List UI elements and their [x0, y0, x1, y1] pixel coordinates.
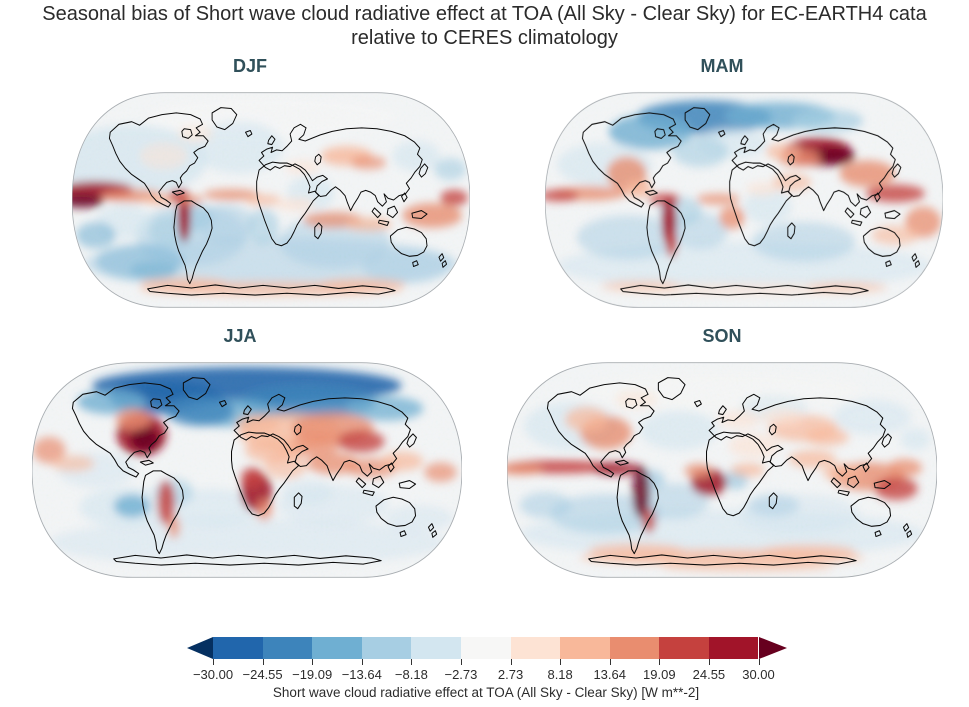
map-jja [32, 360, 462, 580]
colorbar-tick-label: −24.55 [242, 667, 283, 682]
colorbar-segment [361, 637, 412, 659]
colorbar: −30.00 −24.55 −19.09 −13.64 −8.18 −2.73 2.73 8.… [187, 637, 787, 707]
colorbar-segment [460, 637, 511, 659]
grain-texture [507, 362, 937, 578]
colorbar-segment [312, 637, 362, 659]
colorbar-segment [411, 637, 461, 659]
colorbar-tick-label: 24.55 [692, 667, 726, 682]
panel-jja: JJA [32, 326, 462, 580]
map-son [507, 360, 937, 580]
colorbar-segment [510, 637, 561, 659]
colorbar-tick [312, 659, 314, 665]
colorbar-segment [659, 637, 709, 659]
world-map-svg [32, 362, 462, 578]
colorbar-tick [560, 659, 562, 665]
colorbar-under-arrow [187, 637, 213, 659]
colorbar-tick [510, 659, 512, 665]
colorbar-tick-label: −19.09 [292, 667, 333, 682]
world-map-svg [507, 362, 937, 578]
colorbar-tick [213, 659, 214, 665]
colorbar-tick [262, 659, 264, 665]
panel-title-son: SON [702, 326, 742, 346]
colorbar-tick-label: −2.73 [444, 667, 478, 682]
grain-texture [545, 92, 943, 308]
figure-title-line2: relative to CERES climatology [351, 27, 618, 49]
colorbar-tick-label: 19.09 [643, 667, 676, 682]
colorbar-tick-label: 30.00 [742, 667, 775, 682]
grain-texture [72, 92, 470, 308]
colorbar-tick-label: −30.00 [192, 667, 234, 682]
colorbar-tick-label: 13.64 [593, 667, 626, 682]
grain-texture [32, 362, 462, 578]
world-map-svg [545, 92, 943, 308]
panel-title-mam: MAM [700, 56, 744, 76]
panel-mam: MAM [545, 56, 943, 310]
colorbar-tick [411, 659, 413, 665]
panel-title-jja: JJA [223, 326, 257, 346]
colorbar-tick [361, 659, 363, 665]
colorbar-tick [659, 659, 661, 665]
colorbar-segment [609, 637, 660, 659]
colorbar-tick-label: 8.18 [547, 667, 573, 682]
colorbar-over-arrow [758, 637, 787, 659]
colorbar-segment [560, 637, 610, 659]
colorbar-tick-label: 2.73 [497, 667, 524, 682]
map-mam [545, 90, 943, 310]
figure-title-line1: Seasonal bias of Short wave cloud radiat… [42, 3, 927, 25]
panel-djf: DJF [72, 56, 470, 310]
colorbar-tick [758, 659, 760, 665]
colorbar-tick-label: −8.18 [394, 667, 428, 682]
panel-son: SON [507, 326, 937, 580]
colorbar-tick-label: −13.64 [341, 667, 382, 682]
colorbar-segment [262, 637, 313, 659]
colorbar-segment [213, 637, 263, 659]
colorbar-tick [708, 659, 710, 665]
panel-title-djf: DJF [232, 56, 268, 76]
map-djf [72, 90, 470, 310]
colorbar-tick [609, 659, 611, 665]
world-map-svg [72, 92, 470, 308]
colorbar-label: Short wave cloud radiative effect at TOA… [272, 685, 700, 700]
colorbar-tick [460, 659, 462, 665]
colorbar-segment [708, 637, 759, 659]
